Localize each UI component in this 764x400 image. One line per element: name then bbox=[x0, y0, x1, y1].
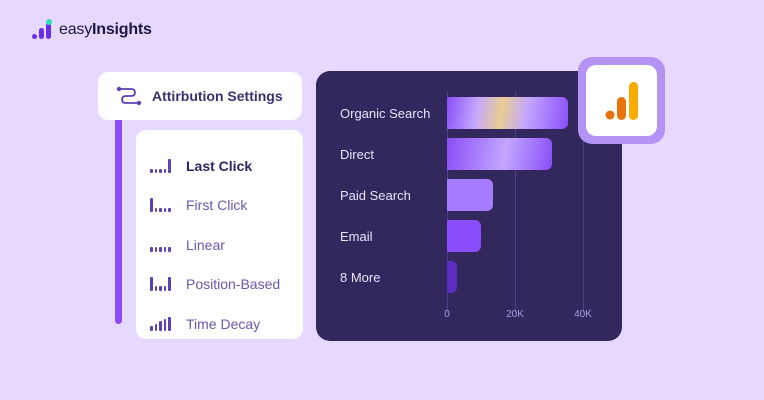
brand-logo[interactable]: easyInsights bbox=[31, 19, 152, 41]
x-axis-tick: 0 bbox=[444, 309, 450, 320]
model-option-time-decay[interactable]: Time Decay bbox=[150, 304, 303, 344]
time-decay-bars-icon bbox=[150, 316, 174, 331]
channel-bar-chart: Organic Search Direct Paid Search Email 8 Mo… bbox=[316, 71, 622, 341]
bar-chart-logo-icon bbox=[31, 19, 53, 41]
model-label: Position-Based bbox=[186, 276, 281, 293]
model-label: Time Decay bbox=[186, 315, 261, 332]
x-axis-tick: 40K bbox=[574, 309, 592, 320]
google-analytics-badge bbox=[578, 57, 665, 144]
google-analytics-icon bbox=[605, 82, 638, 120]
last-click-bars-icon bbox=[150, 158, 174, 173]
x-axis-tick: 20K bbox=[506, 309, 524, 320]
attribution-model-list: Last Click First Click Linear Position-Base… bbox=[136, 130, 303, 339]
grid-line bbox=[583, 91, 584, 313]
bar-label: 8 More bbox=[340, 269, 381, 285]
settings-title: Attirbution Settings bbox=[152, 88, 283, 104]
selection-rail bbox=[115, 120, 122, 324]
linear-bars-icon bbox=[150, 238, 174, 252]
bar-label: Email bbox=[340, 228, 373, 244]
position-based-bars-icon bbox=[150, 277, 174, 292]
model-option-first-click[interactable]: First Click bbox=[150, 186, 303, 226]
bar-label: Direct bbox=[340, 146, 374, 162]
model-label: First Click bbox=[186, 197, 248, 214]
model-label: Last Click bbox=[186, 157, 253, 174]
model-label: Linear bbox=[186, 236, 225, 253]
model-option-linear[interactable]: Linear bbox=[150, 225, 303, 265]
bar-direct[interactable] bbox=[447, 138, 553, 170]
route-icon bbox=[116, 86, 142, 106]
bar-email[interactable] bbox=[447, 220, 481, 252]
attribution-settings-header[interactable]: Attirbution Settings bbox=[98, 72, 302, 120]
bar-label: Paid Search bbox=[340, 187, 411, 203]
brand-name: easyInsights bbox=[59, 21, 152, 38]
model-option-last-click[interactable]: Last Click bbox=[150, 146, 303, 186]
model-option-position-based[interactable]: Position-Based bbox=[150, 265, 303, 305]
bar-organic-search[interactable] bbox=[447, 97, 568, 129]
bar-label: Organic Search bbox=[340, 105, 431, 121]
first-click-bars-icon bbox=[150, 198, 174, 213]
bar-paid-search[interactable] bbox=[447, 179, 493, 211]
grid-line bbox=[515, 91, 516, 313]
bar-8-more[interactable] bbox=[447, 261, 458, 293]
